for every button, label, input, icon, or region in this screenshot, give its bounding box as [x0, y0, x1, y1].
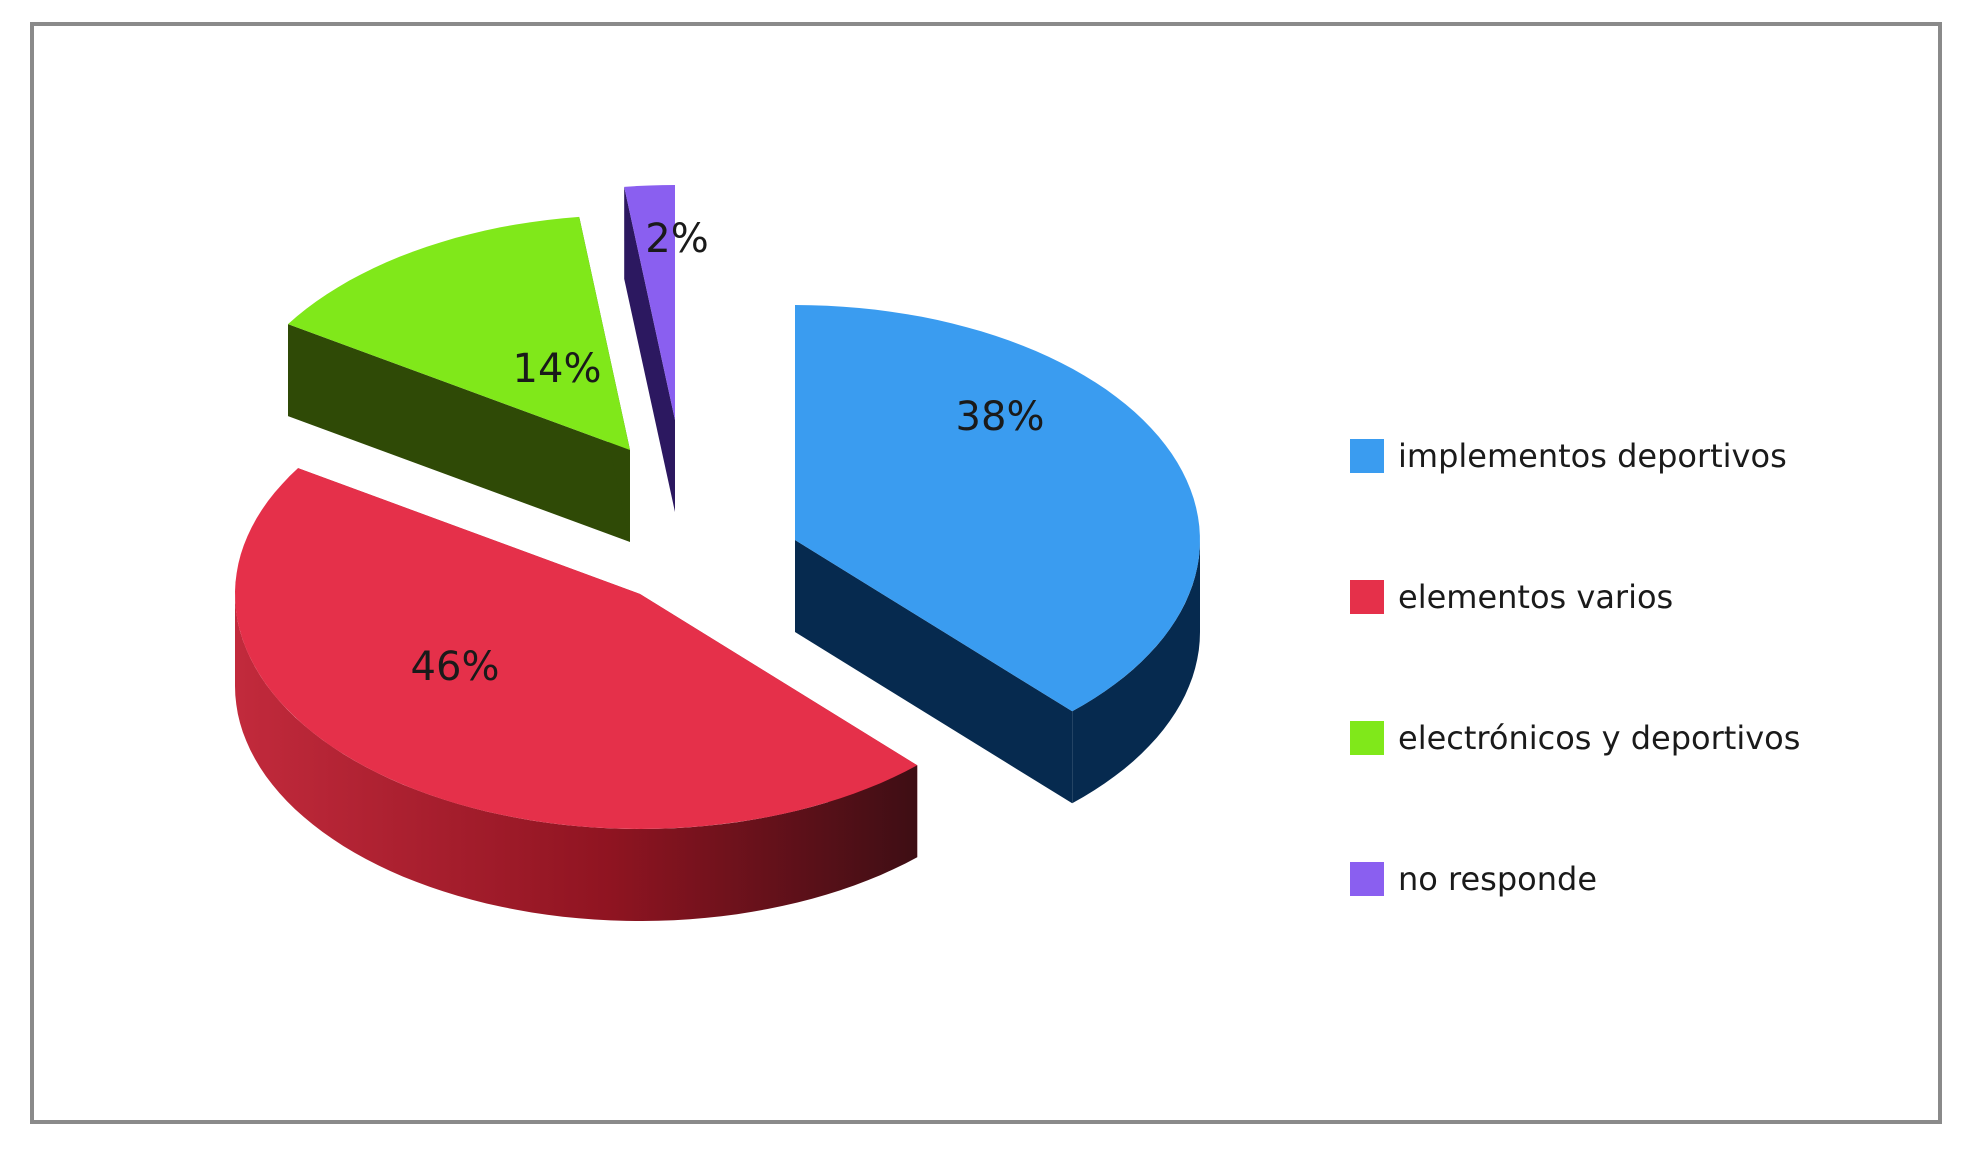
legend-label-3: no responde: [1398, 859, 1598, 898]
data-label-2: 14%: [513, 346, 602, 392]
slice-0-top: [795, 305, 1200, 712]
legend-item-3: no responde: [1350, 808, 1800, 949]
data-label-3: 2%: [645, 216, 708, 262]
slice-3-cut-face-0: [624, 186, 675, 512]
legend-swatch-3: [1350, 861, 1384, 896]
legend-label-1: elementos varios: [1398, 577, 1674, 616]
slice-1-top: [235, 468, 918, 829]
slice-0-cut-face-1: [795, 540, 1073, 804]
slice-0-rim: [1072, 540, 1200, 804]
slice-2-cut-face-0: [288, 324, 630, 542]
slice-2-top: [288, 216, 630, 450]
legend: implementos deportivos elementos varios el…: [1350, 385, 1800, 949]
legend-item-0: implementos deportivos: [1350, 385, 1800, 526]
legend-label-0: implementos deportivos: [1398, 436, 1787, 475]
legend-swatch-1: [1350, 579, 1384, 614]
legend-swatch-2: [1350, 720, 1384, 755]
legend-swatch-0: [1350, 438, 1384, 473]
slice-1-rim: [235, 594, 918, 921]
slice-2: [288, 216, 630, 542]
data-label-1: 46%: [411, 644, 500, 690]
slice-3-top: [624, 185, 675, 420]
slice-0: [795, 305, 1200, 804]
legend-item-1: elementos varios: [1350, 526, 1800, 667]
legend-label-2: electrónicos y deportivos: [1398, 718, 1801, 757]
slice-3: [624, 185, 675, 512]
legend-item-2: electrónicos y deportivos: [1350, 667, 1800, 808]
data-label-0: 38%: [956, 394, 1045, 440]
slice-1: [235, 468, 918, 921]
